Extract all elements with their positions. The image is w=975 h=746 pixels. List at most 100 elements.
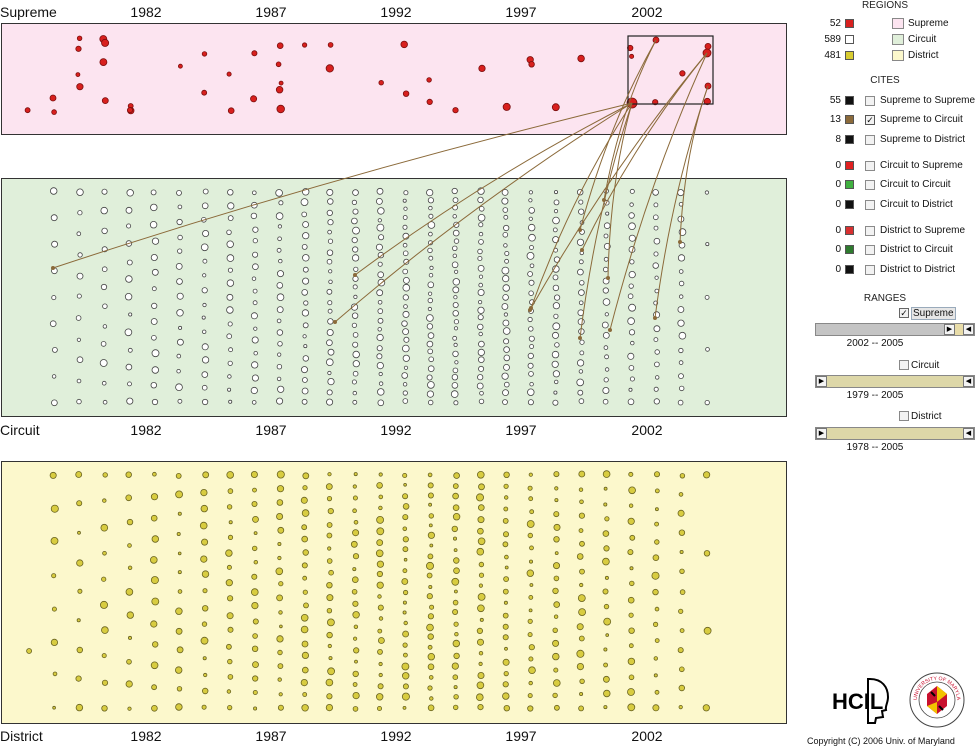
case-dot[interactable] <box>453 342 458 347</box>
case-dot[interactable] <box>75 471 83 478</box>
region-color-box[interactable] <box>892 50 904 61</box>
case-dot[interactable] <box>176 646 184 654</box>
case-dot[interactable] <box>453 704 459 711</box>
case-dot[interactable] <box>503 346 510 353</box>
case-dot[interactable] <box>252 226 259 233</box>
case-dot[interactable] <box>352 682 358 687</box>
case-dot[interactable] <box>552 274 559 281</box>
case-dot[interactable] <box>377 628 383 634</box>
case-dot[interactable] <box>352 370 359 377</box>
case-dot[interactable] <box>503 381 510 388</box>
case-dot[interactable] <box>50 638 59 647</box>
case-dot[interactable] <box>200 555 208 563</box>
case-dot[interactable] <box>654 521 659 527</box>
case-dot[interactable] <box>177 398 183 404</box>
case-dot[interactable] <box>378 661 383 667</box>
case-dot[interactable] <box>628 303 636 312</box>
case-dot[interactable] <box>276 364 283 370</box>
case-dot[interactable] <box>125 275 133 283</box>
case-dot[interactable] <box>428 523 433 528</box>
case-dot[interactable] <box>652 214 659 221</box>
case-dot[interactable] <box>352 350 360 359</box>
case-dot[interactable] <box>353 647 360 654</box>
case-dot[interactable] <box>527 362 534 369</box>
case-dot[interactable] <box>529 545 534 551</box>
case-dot[interactable] <box>225 579 233 587</box>
case-dot[interactable] <box>102 472 108 478</box>
case-dot[interactable] <box>302 266 309 273</box>
case-dot[interactable] <box>353 266 359 272</box>
case-dot[interactable] <box>653 251 659 257</box>
case-dot[interactable] <box>279 624 283 629</box>
case-dot[interactable] <box>403 206 408 211</box>
case-dot[interactable] <box>604 312 609 317</box>
case-dot[interactable] <box>201 605 209 612</box>
case-dot[interactable] <box>552 679 561 687</box>
case-dot[interactable] <box>328 656 333 661</box>
case-dot[interactable] <box>202 302 207 308</box>
case-dot[interactable] <box>177 234 183 241</box>
case-dot[interactable] <box>176 369 181 374</box>
case-dot[interactable] <box>402 328 410 336</box>
case-dot[interactable] <box>654 689 660 695</box>
case-dot[interactable] <box>426 374 433 381</box>
case-dot[interactable] <box>327 238 334 244</box>
case-dot[interactable] <box>428 399 434 406</box>
case-dot[interactable] <box>428 675 434 680</box>
case-dot[interactable] <box>578 369 584 374</box>
case-dot[interactable] <box>527 271 533 277</box>
case-dot[interactable] <box>200 488 208 497</box>
case-dot[interactable] <box>603 662 608 668</box>
case-dot[interactable] <box>628 627 635 634</box>
case-dot[interactable] <box>327 300 333 306</box>
case-dot[interactable] <box>452 335 458 341</box>
case-dot[interactable] <box>150 203 158 212</box>
case-dot[interactable] <box>251 50 258 57</box>
case-dot[interactable] <box>503 600 508 605</box>
case-dot[interactable] <box>602 287 609 294</box>
case-dot[interactable] <box>654 361 660 368</box>
case-dot[interactable] <box>377 207 385 215</box>
case-dot[interactable] <box>402 536 409 543</box>
case-dot[interactable] <box>427 613 434 620</box>
case-dot[interactable] <box>578 259 584 265</box>
case-dot[interactable] <box>277 663 284 669</box>
case-dot[interactable] <box>451 662 459 670</box>
case-dot[interactable] <box>428 513 434 519</box>
case-dot[interactable] <box>301 640 309 648</box>
case-dot[interactable] <box>400 40 408 49</box>
case-dot[interactable] <box>300 366 308 374</box>
case-dot[interactable] <box>151 302 158 309</box>
case-dot[interactable] <box>452 492 459 500</box>
case-dot[interactable] <box>102 399 108 405</box>
case-dot[interactable] <box>50 504 59 513</box>
case-dot[interactable] <box>528 472 533 477</box>
case-dot[interactable] <box>653 398 660 405</box>
case-dot[interactable] <box>326 558 333 564</box>
case-dot[interactable] <box>577 54 585 63</box>
case-dot[interactable] <box>553 601 560 608</box>
case-dot[interactable] <box>50 214 58 222</box>
case-dot[interactable] <box>678 684 685 692</box>
case-dot[interactable] <box>251 336 259 344</box>
case-dot[interactable] <box>151 597 160 606</box>
case-dot[interactable] <box>402 242 408 248</box>
case-dot[interactable] <box>476 382 484 390</box>
range-checkbox[interactable] <box>899 411 909 422</box>
case-dot[interactable] <box>677 509 685 517</box>
case-dot[interactable] <box>76 378 82 384</box>
case-dot[interactable] <box>529 559 534 564</box>
case-dot[interactable] <box>227 215 234 222</box>
case-dot[interactable] <box>377 271 385 279</box>
case-dot[interactable] <box>150 253 158 261</box>
case-dot[interactable] <box>603 705 608 710</box>
case-dot[interactable] <box>301 704 309 712</box>
cite-checkbox[interactable] <box>865 200 875 210</box>
case-dot[interactable] <box>75 45 82 52</box>
case-dot[interactable] <box>149 220 158 229</box>
case-dot[interactable] <box>201 51 208 57</box>
case-dot[interactable] <box>428 356 435 363</box>
case-dot[interactable] <box>529 509 535 515</box>
case-dot[interactable] <box>450 390 459 398</box>
case-dot[interactable] <box>402 610 407 615</box>
